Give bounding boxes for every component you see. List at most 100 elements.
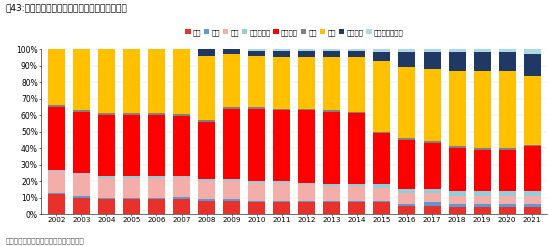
- Bar: [348, 51, 365, 57]
- Bar: [223, 109, 240, 179]
- Bar: [398, 140, 415, 189]
- Bar: [373, 133, 390, 184]
- Bar: [499, 196, 516, 204]
- Bar: [248, 56, 265, 107]
- Bar: [474, 49, 491, 52]
- Bar: [323, 201, 340, 202]
- Bar: [474, 196, 491, 204]
- Bar: [373, 202, 390, 214]
- Bar: [298, 183, 315, 184]
- Bar: [173, 114, 190, 116]
- Bar: [123, 178, 140, 198]
- Bar: [173, 199, 190, 214]
- Text: 图43:日本分类别广义动漫市场规模（十亿日元）: 图43:日本分类别广义动漫市场规模（十亿日元）: [6, 4, 127, 13]
- Bar: [98, 176, 115, 178]
- Bar: [48, 193, 65, 194]
- Bar: [524, 196, 541, 204]
- Bar: [474, 71, 491, 148]
- Bar: [198, 56, 215, 120]
- Bar: [98, 115, 115, 176]
- Bar: [98, 113, 115, 115]
- Bar: [98, 199, 115, 214]
- Bar: [148, 176, 165, 178]
- Bar: [173, 197, 190, 199]
- Bar: [449, 196, 466, 204]
- Bar: [499, 204, 516, 207]
- Bar: [98, 178, 115, 198]
- Bar: [323, 184, 340, 186]
- Bar: [148, 113, 165, 115]
- Bar: [123, 113, 140, 115]
- Bar: [148, 178, 165, 198]
- Bar: [173, 176, 190, 177]
- Bar: [173, 49, 190, 114]
- Bar: [449, 191, 466, 196]
- Bar: [323, 202, 340, 214]
- Bar: [248, 201, 265, 202]
- Bar: [248, 49, 265, 51]
- Bar: [298, 110, 315, 183]
- Bar: [223, 108, 240, 109]
- Bar: [73, 198, 90, 214]
- Bar: [223, 179, 240, 181]
- Bar: [424, 193, 441, 202]
- Bar: [474, 148, 491, 150]
- Bar: [123, 115, 140, 176]
- Bar: [474, 191, 491, 196]
- Bar: [424, 69, 441, 141]
- Bar: [323, 51, 340, 57]
- Bar: [424, 189, 441, 193]
- Bar: [123, 199, 140, 214]
- Bar: [198, 201, 215, 214]
- Bar: [424, 202, 441, 206]
- Bar: [73, 110, 90, 112]
- Bar: [348, 113, 365, 184]
- Bar: [373, 61, 390, 132]
- Bar: [398, 204, 415, 206]
- Bar: [298, 201, 315, 202]
- Bar: [323, 112, 340, 184]
- Bar: [223, 181, 240, 199]
- Bar: [123, 176, 140, 178]
- Bar: [173, 177, 190, 197]
- Bar: [298, 49, 315, 51]
- Bar: [474, 52, 491, 71]
- Bar: [398, 189, 415, 193]
- Bar: [424, 52, 441, 69]
- Bar: [73, 173, 90, 174]
- Bar: [348, 186, 365, 201]
- Bar: [524, 145, 541, 146]
- Bar: [323, 186, 340, 201]
- Bar: [73, 174, 90, 196]
- Bar: [223, 49, 240, 54]
- Bar: [474, 150, 491, 191]
- Bar: [524, 49, 541, 54]
- Text: 数据来源：日本动画协会，中信建投证券: 数据来源：日本动画协会，中信建投证券: [6, 237, 84, 244]
- Bar: [398, 193, 415, 204]
- Bar: [373, 188, 390, 201]
- Bar: [524, 54, 541, 76]
- Bar: [398, 52, 415, 67]
- Bar: [73, 112, 90, 173]
- Bar: [424, 49, 441, 52]
- Bar: [499, 150, 516, 191]
- Legend: 电视, 电影, 视频, 互联网发行, 商品推销, 音乐, 海外, 弹珠机等, 高强度视觉娱乐: 电视, 电影, 视频, 互联网发行, 商品推销, 音乐, 海外, 弹珠机等, 高…: [185, 29, 404, 36]
- Bar: [248, 51, 265, 56]
- Bar: [48, 171, 65, 193]
- Bar: [248, 107, 265, 108]
- Bar: [323, 110, 340, 112]
- Bar: [499, 148, 516, 150]
- Bar: [348, 112, 365, 113]
- Bar: [48, 194, 65, 214]
- Bar: [248, 183, 265, 201]
- Bar: [48, 105, 65, 107]
- Bar: [323, 49, 340, 51]
- Bar: [348, 202, 365, 214]
- Bar: [98, 198, 115, 199]
- Bar: [273, 108, 290, 110]
- Bar: [398, 206, 415, 214]
- Bar: [248, 181, 265, 183]
- Bar: [449, 204, 466, 207]
- Bar: [524, 191, 541, 196]
- Bar: [298, 184, 315, 201]
